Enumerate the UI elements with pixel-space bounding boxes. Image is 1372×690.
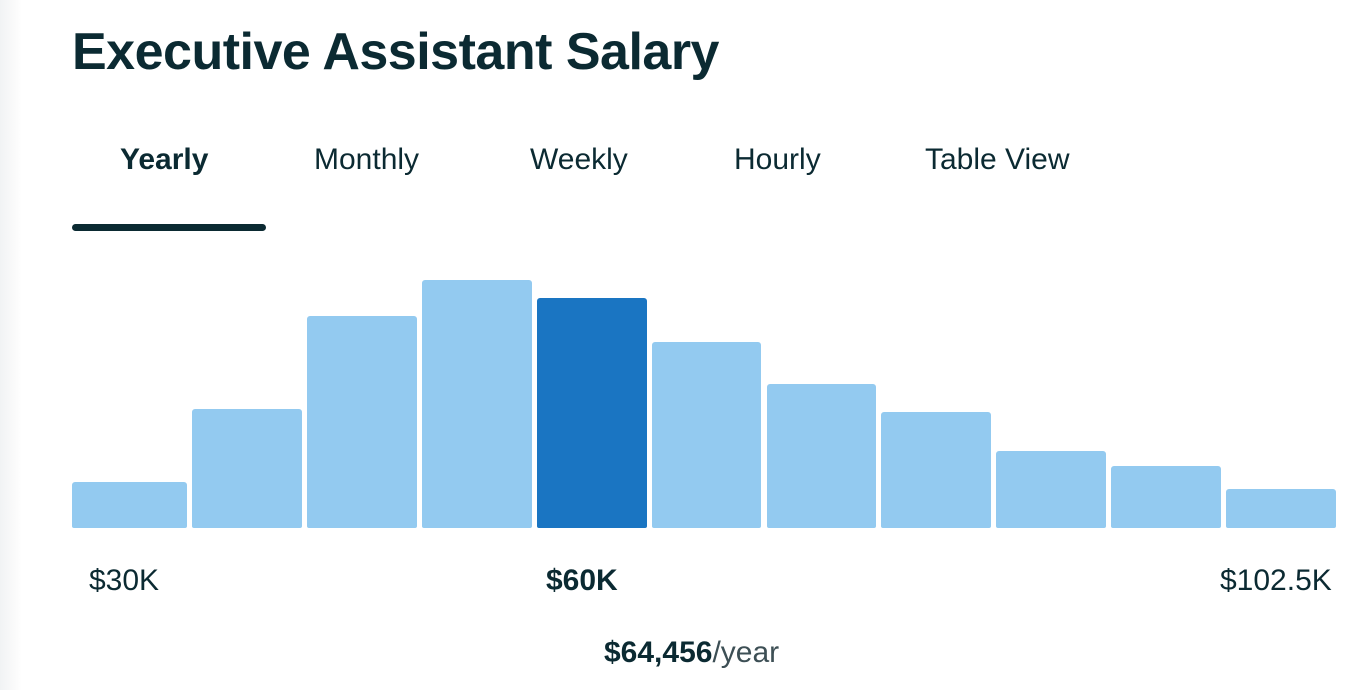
tick-label-max: $102.5K <box>1220 564 1332 597</box>
salary-histogram <box>72 270 1336 528</box>
histogram-bar-highlight <box>536 298 647 528</box>
histogram-bar <box>72 482 187 528</box>
histogram-bar <box>1226 489 1336 528</box>
left-edge-shadow <box>0 0 22 690</box>
histogram-bar <box>306 316 417 528</box>
active-tab-indicator <box>72 224 266 231</box>
tick-label-median: $60K <box>546 564 618 597</box>
tab-weekly[interactable]: Weekly <box>530 143 628 176</box>
histogram-bar <box>881 412 992 528</box>
histogram-bar <box>766 384 877 528</box>
histogram-bar <box>651 342 762 528</box>
histogram-bar <box>996 451 1107 528</box>
salary-unit: /year <box>712 636 780 669</box>
page-title: Executive Assistant Salary <box>72 23 719 81</box>
period-tabs: Yearly Monthly Weekly Hourly Table View <box>72 138 1172 234</box>
average-salary: $64,456/year <box>604 636 779 670</box>
histogram-bar <box>421 280 532 528</box>
tab-yearly[interactable]: Yearly <box>120 143 209 176</box>
tab-hourly[interactable]: Hourly <box>734 143 821 176</box>
tab-monthly[interactable]: Monthly <box>314 143 420 176</box>
histogram-bar <box>1111 466 1222 528</box>
salary-amount: $64,456 <box>604 636 713 669</box>
histogram-bar <box>192 409 302 528</box>
tick-label-min: $30K <box>89 564 160 597</box>
tab-table-view[interactable]: Table View <box>925 143 1070 176</box>
